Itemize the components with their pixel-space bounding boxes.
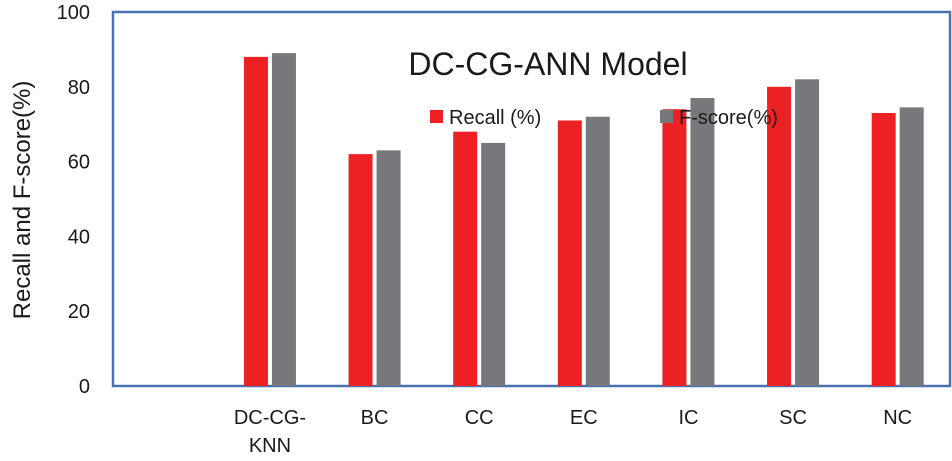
bar-fscore-dc-cg-knn: [271, 53, 296, 386]
bar-recall-ec: [557, 120, 582, 387]
x-tick-label-bc: BC: [361, 407, 389, 429]
x-tick-label-dc-cg-knn: DC-CG-KNN: [234, 407, 306, 457]
bar-fscore-sc: [795, 79, 820, 386]
bar-recall-sc: [767, 86, 792, 387]
y-tick-label-20: 20: [68, 301, 90, 323]
bar-fscore-nc: [899, 107, 924, 387]
x-axis-ticks: DC-CG-KNN BC CC EC IC SC NC: [234, 407, 912, 457]
bar-recall-ic: [662, 109, 687, 387]
y-tick-label-80: 80: [68, 77, 90, 99]
bar-fscore-cc: [481, 142, 506, 386]
bar-recall-cc: [453, 131, 478, 386]
y-tick-label-40: 40: [68, 226, 90, 248]
legend: Recall (%) F-score(%): [430, 107, 778, 129]
bars-group: [243, 53, 924, 387]
x-tick-label-sc: SC: [779, 407, 807, 429]
plot-frame: [111, 10, 952, 388]
legend-label-fscore: F-score(%): [679, 107, 778, 129]
y-tick-label-100: 100: [57, 2, 90, 24]
y-axis-ticks: 0 20 40 60 80 100: [57, 2, 90, 398]
y-tick-label-0: 0: [79, 376, 90, 398]
bar-fscore-bc: [376, 150, 401, 386]
x-tick-label-ic: IC: [678, 407, 698, 429]
bar-recall-nc: [871, 112, 896, 386]
x-tick-label-cc: CC: [465, 407, 494, 429]
legend-swatch-fscore: [660, 110, 673, 123]
y-tick-label-60: 60: [68, 152, 90, 174]
bar-recall-dc-cg-knn: [243, 56, 268, 386]
legend-swatch-recall: [430, 110, 443, 123]
y-axis-label: Recall and F-score(%): [9, 81, 36, 320]
bar-recall-bc: [348, 154, 373, 386]
x-tick-label-nc: NC: [883, 407, 912, 429]
legend-label-recall: Recall (%): [449, 107, 541, 129]
bar-fscore-ic: [690, 98, 715, 387]
chart-title: DC-CG-ANN Model: [408, 46, 687, 82]
x-tick-label-ec: EC: [570, 407, 598, 429]
bar-fscore-ec: [585, 116, 610, 386]
